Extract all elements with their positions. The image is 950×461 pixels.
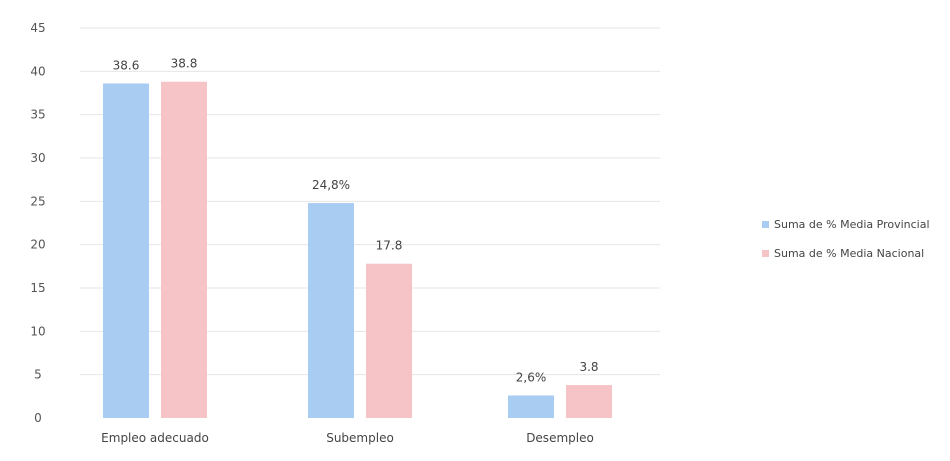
y-tick-label: 40 <box>30 64 45 78</box>
y-tick-label: 20 <box>30 238 45 252</box>
y-tick-label: 15 <box>30 281 45 295</box>
y-tick-label: 5 <box>34 368 42 382</box>
y-tick-label: 25 <box>30 194 45 208</box>
data-label: 38.6 <box>113 58 140 72</box>
bar-provincial <box>308 203 354 418</box>
data-label: 2,6% <box>516 370 547 384</box>
data-label: 17.8 <box>376 239 403 253</box>
legend-swatch <box>762 250 769 257</box>
bar-provincial <box>508 395 554 418</box>
y-tick-label: 10 <box>30 324 45 338</box>
bar-nacional <box>366 263 412 418</box>
data-label: 38.8 <box>171 57 198 71</box>
data-label: 3.8 <box>579 360 598 374</box>
legend: Suma de % Media Provincial Suma de % Medi… <box>762 218 930 260</box>
data-label: 24,8% <box>312 178 350 192</box>
y-tick-label: 45 <box>30 21 45 35</box>
y-tick-label: 0 <box>34 411 42 425</box>
legend-swatch <box>762 221 769 228</box>
x-axis-categories: Empleo adecuado Subempleo Desempleo <box>101 431 594 445</box>
x-category-label: Desempleo <box>526 431 594 445</box>
x-category-label: Subempleo <box>326 431 394 445</box>
bar-nacional <box>161 81 207 418</box>
y-tick-label: 30 <box>30 151 45 165</box>
legend-label: Suma de % Media Nacional <box>774 247 924 260</box>
data-labels: 38.6 24,8% 2,6% 38.8 17.8 3.8 <box>113 57 599 385</box>
bars <box>103 81 612 418</box>
x-category-label: Empleo adecuado <box>101 431 209 445</box>
bar-nacional <box>566 385 612 418</box>
legend-label: Suma de % Media Provincial <box>774 218 930 231</box>
y-axis-ticks: 0 5 10 15 20 25 30 35 40 45 <box>30 21 45 425</box>
y-tick-label: 35 <box>30 108 45 122</box>
bar-provincial <box>103 83 149 418</box>
